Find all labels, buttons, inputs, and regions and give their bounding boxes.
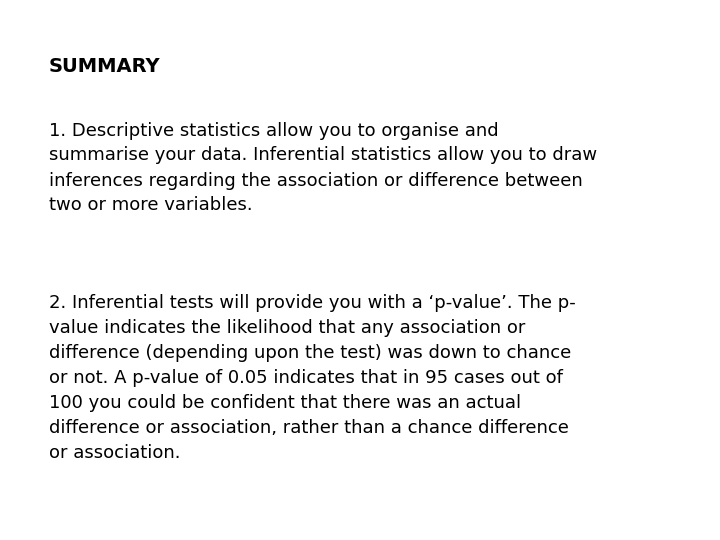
Text: 2. Inferential tests will provide you with a ‘p-value’. The p-
value indicates t: 2. Inferential tests will provide you wi… [49,294,576,462]
Text: SUMMARY: SUMMARY [49,57,161,76]
Text: 1. Descriptive statistics allow you to organise and
summarise your data. Inferen: 1. Descriptive statistics allow you to o… [49,122,597,214]
